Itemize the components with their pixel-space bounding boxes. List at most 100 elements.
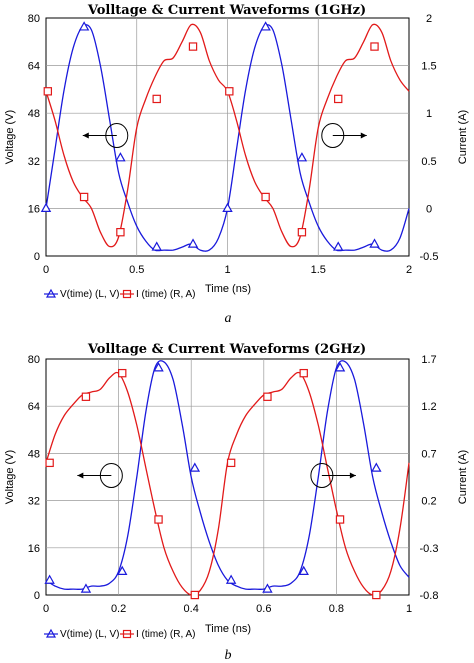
voltage-marker: [151, 241, 162, 251]
legend-label-i: I (time) (R, A): [136, 289, 195, 300]
y-right-tick-label: 0.7: [421, 448, 436, 460]
x-tick-label: 0.5: [129, 264, 144, 276]
voltage-marker: [371, 462, 382, 472]
annotation-arrow-head: [77, 472, 84, 479]
x-tick-label: 0: [43, 264, 49, 276]
x-tick-label: 0.4: [184, 603, 199, 615]
y-left-tick-label: 16: [28, 203, 40, 215]
gridlines: [46, 18, 409, 256]
legend-marker-v: [45, 628, 57, 638]
x-axis-label: Time (ns): [205, 283, 251, 295]
figure-caption: b: [225, 648, 232, 663]
y-right-tick-label: 1: [426, 108, 432, 120]
voltage-marker: [44, 574, 55, 584]
x-tick-label: 1: [224, 264, 230, 276]
y-right-tick-label: 0.5: [421, 156, 436, 168]
voltage-line: [45, 360, 410, 590]
figure-caption: a: [225, 311, 232, 326]
current-marker: [334, 94, 343, 104]
legend: V(time) (L, V) I (time) (R, A): [44, 628, 195, 640]
voltage-marker: [117, 565, 128, 575]
current-marker: [152, 94, 161, 104]
y-left-tick-label: 0: [34, 590, 40, 602]
current-marker: [299, 368, 308, 378]
y-left-tick-label: 48: [28, 108, 40, 120]
current-marker: [335, 515, 345, 524]
voltage-marker: [115, 152, 126, 162]
legend-label-v: V(time) (L, V): [60, 289, 119, 300]
x-tick-labels: 0 0.5 1 1.5 2: [43, 264, 412, 276]
y-left-tick-label: 32: [28, 496, 40, 508]
current-marker: [79, 192, 89, 202]
y-right-tick-label: -0.5: [420, 251, 439, 263]
y-left-tick-labels: 0 16 32 48 64 80: [28, 13, 40, 263]
voltage-marker: [225, 574, 237, 584]
series-markers: [44, 362, 382, 600]
x-tick-label: 0: [43, 603, 49, 615]
y-left-tick-label: 64: [28, 401, 40, 413]
current-marker: [118, 368, 127, 378]
y-left-tick-label: 64: [28, 61, 40, 73]
voltage-marker: [332, 241, 344, 251]
annotations: [77, 463, 356, 489]
current-marker: [225, 87, 234, 96]
annotations: [82, 123, 367, 149]
annotation-arrow-head: [82, 132, 89, 139]
voltage-marker: [187, 238, 199, 248]
current-marker: [370, 42, 379, 51]
x-tick-labels: 0 0.2 0.4 0.6 0.8 1: [43, 603, 412, 615]
legend-label-i: I (time) (R, A): [136, 629, 195, 640]
y-right-tick-label: 0: [426, 203, 432, 215]
current-marker: [43, 87, 53, 96]
current-marker: [188, 42, 198, 51]
annotation-arrow-head: [349, 472, 356, 479]
voltage-marker: [296, 152, 308, 162]
y-left-axis-label: Voltage (V): [4, 110, 16, 164]
legend-marker-v: [45, 288, 57, 298]
voltage-marker: [189, 462, 201, 472]
y-right-tick-label: 2: [426, 13, 432, 25]
voltage-marker: [260, 21, 271, 31]
voltage-marker: [40, 202, 52, 212]
voltage-marker: [222, 202, 233, 212]
legend-marker-i: [122, 629, 132, 639]
x-tick-label: 0.8: [329, 603, 344, 615]
y-right-axis-label: Current (A): [457, 450, 469, 504]
voltage-marker: [80, 583, 92, 593]
y-left-tick-label: 16: [28, 543, 40, 555]
legend-marker-i: [122, 289, 132, 299]
y-right-tick-label: 1.7: [421, 354, 436, 366]
y-right-axis-label: Current (A): [457, 110, 469, 164]
voltage-marker: [262, 583, 273, 593]
current-marker: [45, 458, 54, 468]
x-tick-label: 2: [406, 264, 412, 276]
x-axis-label: Time (ns): [205, 623, 251, 635]
x-tick-label: 0.2: [111, 603, 126, 615]
voltage-marker: [78, 21, 90, 31]
y-left-tick-label: 32: [28, 156, 40, 168]
voltage-marker: [153, 362, 164, 372]
y-right-tick-label: -0.8: [420, 590, 439, 602]
y-left-tick-labels: 0 16 32 48 64 80: [28, 354, 40, 602]
current-marker: [154, 515, 163, 524]
voltage-marker: [334, 362, 346, 372]
y-left-tick-label: 0: [34, 251, 40, 263]
y-right-tick-label: -0.3: [420, 543, 439, 555]
y-right-tick-label: 1.2: [421, 401, 436, 413]
y-right-tick-labels: -0.5 0 0.5 1 1.5 2: [420, 13, 439, 263]
current-marker: [116, 228, 125, 237]
legend-label-v: V(time) (L, V): [60, 629, 119, 640]
x-tick-label: 1: [406, 603, 412, 615]
y-left-axis-label: Voltage (V): [4, 450, 16, 504]
legend: V(time) (L, V) I (time) (R, A): [44, 288, 195, 300]
current-marker: [297, 228, 307, 237]
y-left-tick-label: 48: [28, 448, 40, 460]
x-tick-label: 1.5: [311, 264, 326, 276]
chart-2ghz: Volltage & Current Waveforms (2GHz) 0 0.2…: [4, 342, 469, 663]
plot-frame: [45, 358, 410, 596]
chart-title: Volltage & Current Waveforms (2GHz): [87, 342, 366, 357]
y-left-tick-label: 80: [28, 13, 40, 25]
current-marker: [226, 458, 236, 468]
y-right-tick-label: 1.5: [421, 61, 436, 73]
